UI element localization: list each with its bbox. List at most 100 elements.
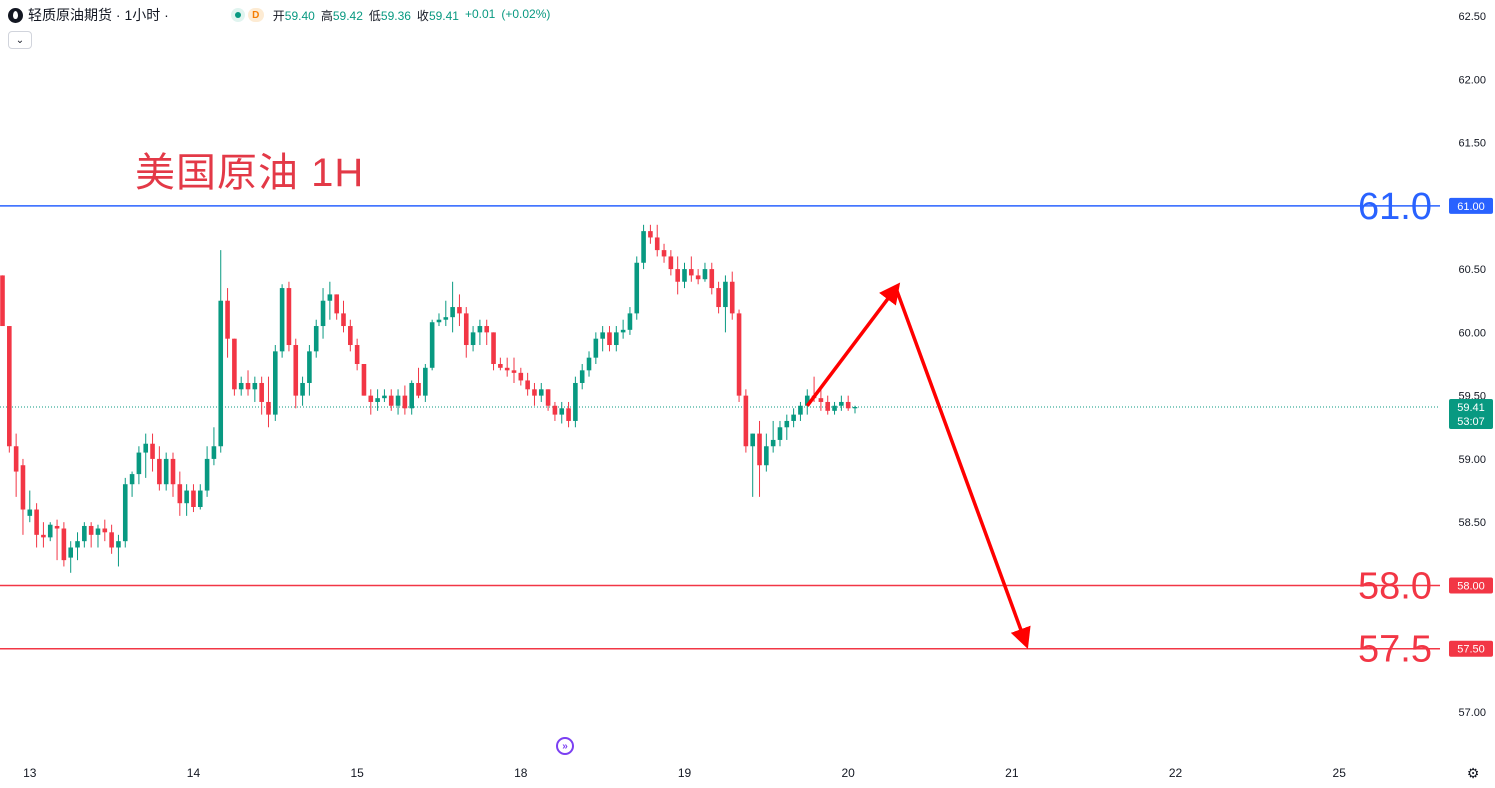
close-label: 收 <box>416 8 429 23</box>
candle-body <box>566 408 571 421</box>
level-axis-badge-1: 58.00 <box>1449 577 1493 594</box>
candle-body <box>600 332 605 339</box>
candle-body <box>232 338 237 390</box>
candle-body <box>832 405 837 411</box>
candle <box>68 541 73 573</box>
candle-body <box>293 345 299 396</box>
candle-body <box>498 364 503 368</box>
candle-body <box>491 332 496 364</box>
candle <box>416 367 421 399</box>
current-price-badge: 59.41 53:07 <box>1449 399 1493 430</box>
candle <box>832 401 837 415</box>
candle-body <box>607 332 612 346</box>
x-tick-label-6: 21 <box>1005 766 1019 780</box>
candle <box>13 433 19 497</box>
candle-body <box>436 319 442 323</box>
x-tick-label-1: 14 <box>187 766 201 780</box>
high-label: 高 <box>320 8 333 23</box>
candle-body <box>511 370 517 373</box>
candle-body <box>484 326 490 333</box>
symbol-title[interactable]: 轻质原油期货 · 1小时 · <box>28 7 169 23</box>
candle <box>136 446 142 485</box>
candle-body <box>743 395 749 447</box>
change-value: +0.01 <box>464 6 496 21</box>
candle <box>689 256 694 282</box>
candle <box>641 224 646 270</box>
replay-icon[interactable]: » <box>556 737 574 755</box>
candle-body <box>61 528 67 561</box>
candle-body <box>463 313 469 346</box>
candle-body <box>238 382 244 390</box>
candle <box>729 271 735 320</box>
candle-body <box>641 231 646 263</box>
candle <box>423 364 428 402</box>
y-tick-label-11: 57.00 <box>1458 707 1486 719</box>
candle-body <box>750 433 755 447</box>
market-status-icon[interactable] <box>230 8 245 22</box>
candle <box>20 458 26 535</box>
candle <box>654 224 660 257</box>
gear-icon[interactable]: ⚙ <box>1466 764 1480 781</box>
candle <box>620 319 626 339</box>
level-axis-badge-text: 58.00 <box>1457 580 1485 592</box>
candle <box>211 427 217 466</box>
candle <box>409 380 414 415</box>
candle <box>259 376 264 415</box>
candle-body <box>320 300 326 327</box>
level-axis-badge-0: 61.00 <box>1449 197 1493 214</box>
candle <box>586 351 592 377</box>
candle-body <box>450 307 455 318</box>
candle <box>341 300 346 333</box>
candle <box>54 519 60 561</box>
level-label-2: 57.5 <box>1358 629 1432 671</box>
candle <box>197 484 203 510</box>
candle <box>770 420 776 453</box>
candle <box>334 294 339 320</box>
candle-body <box>518 372 524 381</box>
candle-body <box>245 382 251 390</box>
candle-body <box>593 338 599 358</box>
candle <box>313 319 319 358</box>
level-label-0: 61.0 <box>1358 186 1432 228</box>
candle <box>266 376 271 428</box>
x-tick-label-2: 15 <box>350 766 364 780</box>
candle <box>757 420 762 497</box>
candle <box>157 446 162 491</box>
candle <box>682 262 687 289</box>
candle-body <box>852 407 858 409</box>
candle-body <box>191 490 196 507</box>
candle <box>143 433 149 478</box>
candle <box>170 452 176 497</box>
candle-body <box>307 351 312 383</box>
candle-body <box>825 401 831 411</box>
candle-body <box>218 300 224 447</box>
candle <box>293 338 299 409</box>
candle <box>273 345 278 421</box>
candle-body <box>648 231 653 238</box>
candle <box>102 519 108 542</box>
collapse-legend-button[interactable]: ⌄ <box>8 31 32 49</box>
delay-badge[interactable]: D <box>247 8 264 22</box>
candle-body <box>470 332 476 346</box>
candle <box>47 522 53 542</box>
candle-body <box>443 317 449 320</box>
candle <box>764 433 769 472</box>
candle-body <box>573 382 578 421</box>
candle <box>443 300 449 327</box>
oil-drop-icon <box>8 7 23 23</box>
candle-body <box>675 269 680 282</box>
candle-body <box>177 484 183 504</box>
candle <box>702 262 708 282</box>
candle <box>436 313 442 327</box>
candle <box>163 452 169 491</box>
candle <box>61 522 67 567</box>
candle-body <box>225 300 230 339</box>
candle <box>348 319 353 352</box>
candle <box>648 224 653 244</box>
candle <box>75 532 80 561</box>
candle <box>723 275 728 333</box>
candle-body <box>702 269 708 280</box>
candle <box>150 433 155 472</box>
candle-body <box>586 357 592 371</box>
